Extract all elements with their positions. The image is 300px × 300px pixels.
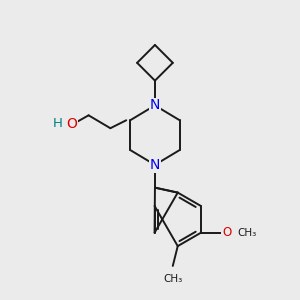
Text: N: N bbox=[150, 158, 160, 172]
Text: O: O bbox=[222, 226, 231, 239]
Text: H: H bbox=[53, 117, 63, 130]
Text: N: N bbox=[150, 98, 160, 112]
Text: CH₃: CH₃ bbox=[163, 274, 182, 284]
Text: CH₃: CH₃ bbox=[238, 228, 257, 238]
Text: O: O bbox=[66, 117, 77, 131]
